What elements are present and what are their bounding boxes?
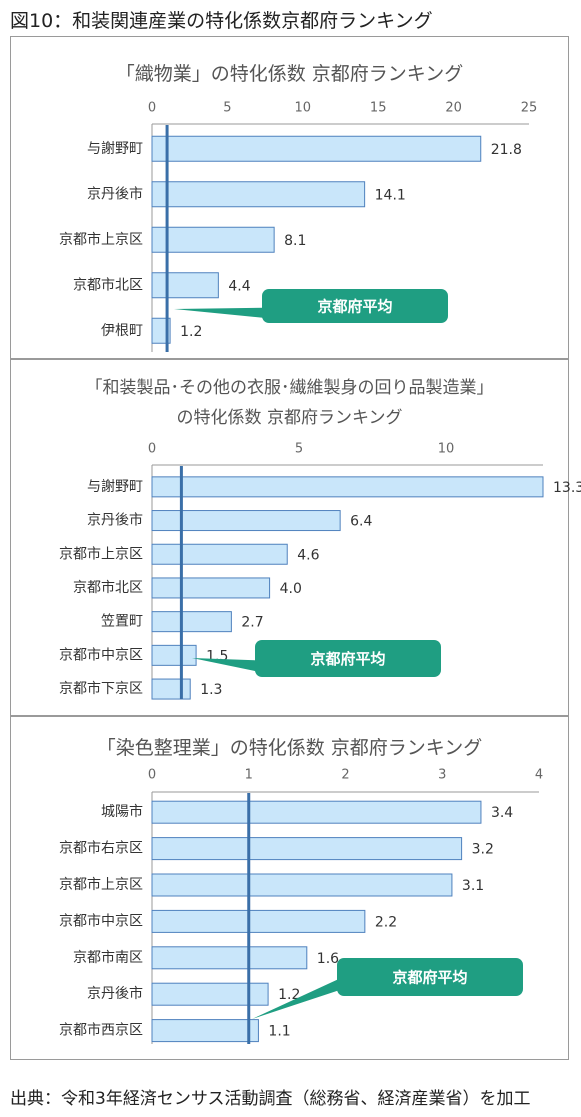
- bar: [151, 909, 366, 933]
- chart-panel-dyeing: 「染色整理業」の特化係数 京都府ランキング 0 1 2 3 4 城陽市 3.4 京都市右京区 3…: [10, 716, 569, 1060]
- bar: [151, 837, 463, 861]
- data-label: 2.7: [241, 615, 263, 631]
- average-callout-label: 京都府平均: [392, 969, 467, 987]
- category-label: 京都市西京区: [59, 1022, 143, 1039]
- callout-pointer: [174, 307, 264, 318]
- x-tick-label: 4: [535, 768, 543, 783]
- category-label: 京都市上京区: [59, 231, 143, 248]
- data-label: 6.4: [350, 514, 372, 530]
- category-label: 笠置町: [101, 614, 143, 630]
- data-label: 4.6: [297, 547, 319, 563]
- chart-title-apparel-line2: の特化係数 京都府ランキング: [176, 408, 403, 428]
- data-label: 2.2: [375, 914, 397, 930]
- data-label: 4.0: [280, 581, 302, 597]
- data-label: 1.3: [200, 682, 222, 698]
- callout-pointer: [192, 658, 257, 672]
- x-tick-label: 10: [295, 101, 312, 116]
- x-tick-label: 0: [148, 768, 156, 783]
- category-label: 城陽市: [101, 803, 143, 820]
- bar: [151, 644, 197, 666]
- x-tick-label: 10: [438, 442, 455, 457]
- bar: [151, 611, 232, 633]
- average-callout-label: 京都府平均: [310, 650, 385, 668]
- data-label: 8.1: [284, 233, 306, 249]
- bar: [151, 577, 271, 599]
- bar: [151, 1019, 259, 1043]
- weaving-chart: 0 5 10 15 20 25 与謝野町 21.8 京丹後市 14.1 京都市上京区 8.1 京都市北区…: [59, 101, 538, 352]
- data-label: 4.4: [228, 278, 250, 294]
- category-label: 京都市中京区: [59, 646, 143, 663]
- category-label: 京丹後市: [87, 985, 143, 1002]
- bar: [151, 135, 482, 162]
- x-tick-label: 1: [245, 768, 253, 783]
- data-label: 1.2: [278, 987, 300, 1003]
- data-label: 1.6: [317, 951, 339, 967]
- chart-panel-weaving: 「織物業」の特化係数 京都府ランキング 0 5 10 15 20 25 与謝野町 21.8 京丹…: [10, 36, 569, 359]
- bar: [151, 476, 544, 498]
- category-label: 伊根町: [101, 323, 143, 339]
- average-callout: [255, 640, 441, 677]
- bar: [151, 272, 219, 299]
- data-label: 3.2: [472, 842, 494, 858]
- x-tick-label: 3: [438, 768, 446, 783]
- category-label: 京都市中京区: [59, 912, 143, 929]
- bar: [151, 226, 275, 253]
- average-callout: [337, 958, 523, 996]
- bar: [151, 678, 191, 700]
- chart-title-dyeing: 「染色整理業」の特化係数 京都府ランキング: [96, 737, 483, 759]
- category-label: 京丹後市: [87, 185, 143, 202]
- apparel-chart: 0 5 10 与謝野町 13.3 京丹後市 6.4 京都市上京区 4.6 京都市北区 4.0 笠置町 2…: [59, 442, 581, 700]
- category-label: 京都市下京区: [59, 680, 143, 697]
- bar: [151, 543, 288, 565]
- category-label: 与謝野町: [87, 479, 143, 495]
- x-tick-label: 0: [148, 442, 156, 457]
- source-note: 出典：令和3年経済センサス活動調査（総務省、経済産業省）を加工: [10, 1089, 531, 1109]
- x-tick-label: 15: [370, 101, 387, 116]
- category-label: 京都市上京区: [59, 545, 143, 562]
- bar: [151, 946, 308, 970]
- x-tick-label: 20: [445, 101, 462, 116]
- data-label: 1.1: [268, 1024, 290, 1040]
- bar: [151, 982, 269, 1006]
- data-label: 1.2: [180, 324, 202, 340]
- category-label: 京都市南区: [73, 949, 143, 966]
- x-tick-label: 2: [341, 768, 349, 783]
- category-label: 京都市北区: [73, 276, 143, 293]
- data-label: 3.1: [462, 878, 484, 894]
- category-label: 与謝野町: [87, 141, 143, 157]
- x-tick-label: 5: [295, 442, 303, 457]
- page-title: 図10：和装関連産業の特化係数京都府ランキング: [10, 10, 433, 32]
- data-label: 21.8: [491, 142, 522, 158]
- bar: [151, 181, 366, 208]
- bar: [151, 510, 341, 532]
- data-label: 14.1: [375, 187, 406, 203]
- data-label: 13.3: [553, 480, 581, 496]
- chart-title-apparel-line1: 「和装製品･その他の衣服･繊維製身の回り品製造業」: [85, 378, 494, 398]
- category-label: 京都市右京区: [59, 840, 143, 857]
- category-label: 京都市北区: [73, 579, 143, 596]
- x-tick-label: 0: [148, 101, 156, 116]
- category-label: 京丹後市: [87, 512, 143, 529]
- chart-title-weaving: 「織物業」の特化係数 京都府ランキング: [115, 63, 464, 85]
- x-tick-label: 5: [223, 101, 231, 116]
- bar: [151, 317, 171, 344]
- bar: [151, 800, 482, 824]
- chart-panel-apparel: 「和装製品･その他の衣服･繊維製身の回り品製造業」 の特化係数 京都府ランキング…: [10, 359, 581, 716]
- bar: [151, 873, 453, 897]
- x-tick-label: 25: [521, 101, 538, 116]
- category-label: 京都市上京区: [59, 876, 143, 893]
- average-callout: [262, 289, 448, 323]
- average-callout-label: 京都府平均: [317, 298, 392, 316]
- dyeing-chart: 0 1 2 3 4 城陽市 3.4 京都市右京区 3.2 京都市上京区 3.1 京都市中京区 2.2 京都…: [59, 768, 543, 1044]
- data-label: 3.4: [491, 805, 513, 821]
